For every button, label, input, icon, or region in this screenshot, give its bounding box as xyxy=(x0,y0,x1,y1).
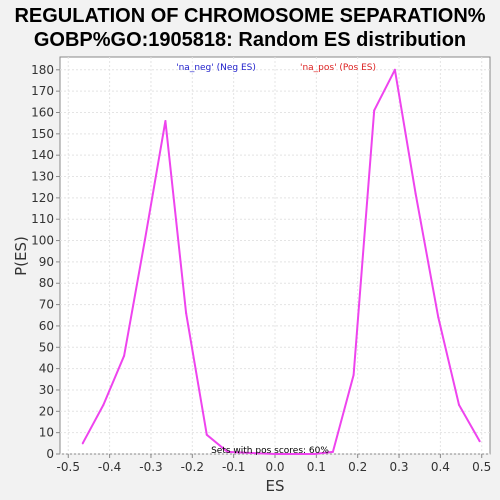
y-tick-label: 110 xyxy=(31,212,54,226)
data-point xyxy=(457,403,460,406)
data-point xyxy=(102,403,105,406)
y-tick-label: 70 xyxy=(39,298,54,312)
series-layer xyxy=(81,68,481,455)
y-tick-label: 180 xyxy=(31,63,54,77)
data-point xyxy=(331,450,334,453)
y-tick-label: 80 xyxy=(39,276,54,290)
y-axis-label: P(ES) xyxy=(12,236,30,276)
plot-area xyxy=(59,56,491,455)
data-point xyxy=(393,68,396,71)
data-point xyxy=(437,316,440,319)
x-tick-label: -0.1 xyxy=(222,460,245,474)
x-tick-label: 0.3 xyxy=(389,460,408,474)
data-point xyxy=(185,312,188,315)
y-tick-label: 130 xyxy=(31,170,54,184)
x-tick-label: 0.5 xyxy=(472,460,491,474)
data-point xyxy=(226,450,229,453)
pos-scores-annotation: Sets with pos scores: 60% xyxy=(211,446,329,456)
x-tick-label: -0.4 xyxy=(98,460,121,474)
y-tick-label: 10 xyxy=(39,426,54,440)
data-point xyxy=(352,374,355,377)
data-point xyxy=(205,433,208,436)
x-tick-label: -0.3 xyxy=(139,460,162,474)
x-tick-label: -0.2 xyxy=(181,460,204,474)
y-tick-label: 0 xyxy=(46,447,54,461)
data-point xyxy=(373,109,376,112)
y-tick-label: 60 xyxy=(39,319,54,333)
y-tick-label: 160 xyxy=(31,105,54,119)
y-tick-label: 120 xyxy=(31,191,54,205)
y-tick-label: 50 xyxy=(39,340,54,354)
data-point xyxy=(143,239,146,242)
y-tick-label: 40 xyxy=(39,362,54,376)
data-point xyxy=(164,120,167,123)
legend-pos: 'na_pos' (Pos ES) xyxy=(300,63,376,73)
y-tick-label: 140 xyxy=(31,148,54,162)
y-axis-ticks: 0 10 20 30 40 50 60 70 80 90 100 110 120 130 140 150 160… xyxy=(31,63,60,461)
data-point xyxy=(123,354,126,357)
y-tick-label: 90 xyxy=(39,255,54,269)
chart-title-line-1: REGULATION OF CHROMOSOME SEPARATION% xyxy=(14,5,485,27)
y-tick-label: 30 xyxy=(39,383,54,397)
x-axis-ticks: -0.5 -0.4 -0.3 -0.2 -0.1 0.0 0.1 0.2 0.3 0.4 0.5 xyxy=(57,454,491,474)
y-tick-label: 170 xyxy=(31,84,54,98)
legend-neg: 'na_neg' (Neg ES) xyxy=(176,63,256,73)
x-tick-label: 0.4 xyxy=(431,460,450,474)
y-tick-label: 20 xyxy=(39,404,54,418)
x-tick-label: 0.1 xyxy=(307,460,326,474)
data-point xyxy=(313,453,316,455)
data-point xyxy=(414,192,417,195)
x-tick-label: -0.5 xyxy=(57,460,80,474)
data-point xyxy=(274,453,276,455)
y-tick-label: 150 xyxy=(31,127,54,141)
y-tick-label: 100 xyxy=(31,234,54,248)
x-tick-label: 0.0 xyxy=(265,460,284,474)
x-tick-label: 0.2 xyxy=(348,460,367,474)
x-axis-label: ES xyxy=(266,477,285,495)
data-point xyxy=(81,442,84,445)
data-point xyxy=(478,440,481,443)
chart-title-line-2: GOBP%GO:1905818: Random ES distribution xyxy=(34,29,466,51)
es-distribution-line xyxy=(81,68,481,455)
